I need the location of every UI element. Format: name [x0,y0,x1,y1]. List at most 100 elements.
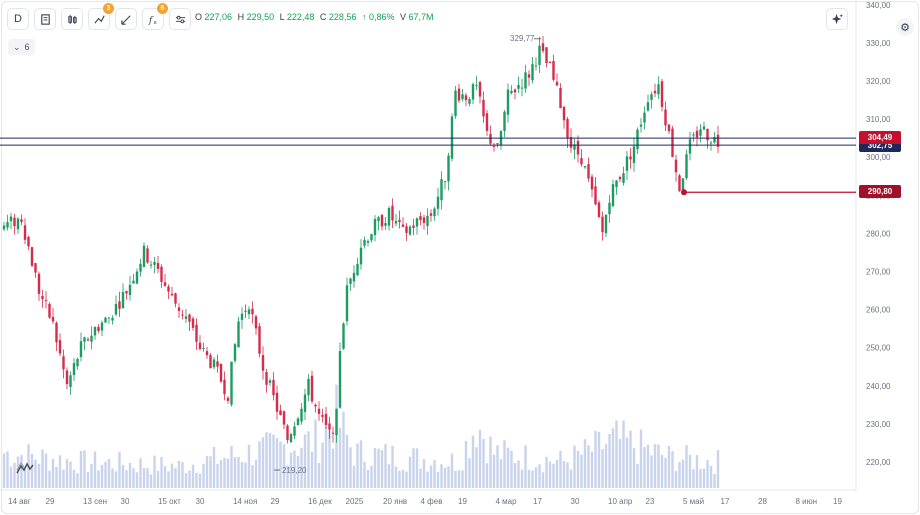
indicators-collapse-toggle[interactable]: ⌄ 6 [8,39,35,55]
settings-sliders-button[interactable] [169,8,191,30]
candle-body [408,226,412,235]
volume-bar [594,430,597,488]
candle-body [464,95,468,101]
volume-bar [331,448,335,488]
volume-bar [443,467,447,488]
candle-body [289,434,293,443]
volume-bar [510,450,513,488]
candle-body [363,239,366,246]
indicators-count: 6 [24,42,30,52]
volume-bar [454,470,457,488]
candle-body [664,109,667,126]
candle-body [268,380,272,383]
candle-body [510,90,513,94]
volume-bar [713,473,716,488]
candle-body [611,184,615,207]
chart-settings-button[interactable]: ⚙ [896,18,914,36]
candle-body [146,248,149,263]
candle-body [79,341,83,358]
candle-body [359,247,363,265]
candle-body [205,351,209,356]
price-tick-label: 260,00 [866,306,891,315]
volume-bar [485,463,489,488]
candle-body [545,47,548,64]
volume-bar [2,453,6,488]
candle-body [202,347,205,349]
volume-bar [233,457,237,488]
volume-bar [181,462,184,488]
candle-body [702,126,706,130]
interval-button[interactable]: D [7,8,29,30]
volume-bar [240,462,244,488]
volume-bar [702,468,706,488]
volume-bar [569,469,573,488]
candle-body [478,82,482,97]
indicators-button[interactable]: 3 [88,3,114,30]
settings-sliders-icon [175,15,185,23]
candle-body [2,225,6,230]
volume-bar [307,431,310,488]
candle-body [324,413,328,426]
candle-body [667,124,671,132]
candle-body [181,314,184,316]
volume-bar [37,463,41,488]
candle-body [51,316,55,322]
candle-body [527,74,531,78]
low-label: L [279,12,285,22]
volume-bar [471,435,475,488]
volume-bar [317,462,321,488]
candle-body [660,81,664,107]
candle-body [657,84,660,95]
candle-body [468,99,471,104]
candle-body [576,140,580,155]
volume-bar [601,449,604,488]
candle-body [219,363,223,382]
candles-button[interactable] [61,8,83,30]
candle-body [328,423,331,430]
candle-body [366,241,370,243]
candle-body [394,220,398,224]
drawing-button[interactable] [115,8,137,30]
time-tick-label: 19 [833,497,842,506]
volume-bar [121,465,125,488]
candle-body [170,293,174,296]
candle-body [41,295,44,300]
volume-bar [583,439,587,488]
volume-bar [20,454,23,488]
candle-body [531,64,534,81]
volume-bar [401,469,405,488]
candle-body [573,144,576,150]
open-label: O [195,12,203,22]
ai-assistant-button[interactable] [826,8,848,30]
volume-bar [268,432,272,488]
volume-bar [212,446,216,488]
candle-body [265,371,268,385]
ohlc-legend: O 227,06 H 229,50 L 222,48 C 228,56 ↑ 0,… [195,12,437,22]
volume-bar [415,448,419,488]
time-tick-label: 29 [46,497,55,506]
indicators-badge: 3 [103,3,114,14]
volume-bar [426,471,429,488]
volume-bar [580,454,583,488]
close-label: C [319,12,327,22]
candle-body [587,164,590,179]
candle-body [282,411,286,425]
candle-body [555,81,559,86]
candle-body [100,322,104,331]
volume-bar [160,456,163,488]
candle-body [559,88,562,109]
candle-body [475,85,478,87]
candle-body [209,355,212,369]
candle-body [678,175,681,191]
volume-bar [69,461,72,488]
candle-body [307,378,310,396]
volume-bar [265,432,268,488]
candle-body [671,128,674,157]
functions-badge: 6 [157,3,168,14]
price-tick-label: 270,00 [866,268,891,277]
doc-button[interactable] [34,8,56,30]
volume-bar [548,461,552,488]
candle-body [76,358,79,367]
